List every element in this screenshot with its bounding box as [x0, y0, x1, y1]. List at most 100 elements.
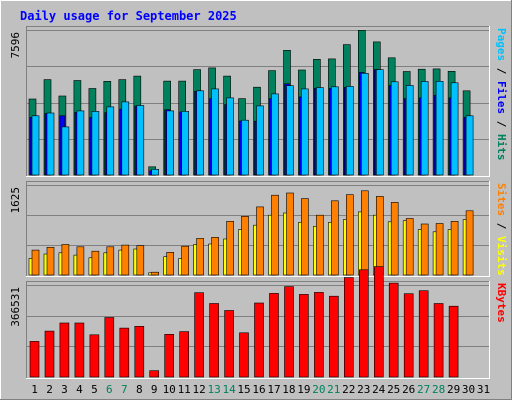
x-tick-label: 1 — [31, 383, 38, 396]
bar-sites-day-21 — [331, 200, 339, 276]
bar-kbytes-day-5 — [89, 334, 100, 378]
panel-hits-files-pages: 7596 Pages / Files / Hits — [9, 26, 508, 177]
panel-kbytes: 366531 KBytes — [9, 266, 508, 379]
bar-sites-day-13 — [211, 237, 219, 276]
bar-sites-day-25 — [390, 202, 399, 276]
bar-pages-day-6 — [106, 106, 115, 176]
x-tick-label: 16 — [252, 383, 265, 396]
bar-kbytes-day-10 — [164, 333, 174, 378]
bar-kbytes-day-3 — [59, 322, 70, 378]
bar-sites-day-8 — [136, 245, 145, 276]
bar-sites-day-9 — [151, 271, 159, 276]
bar-sites-day-29 — [450, 221, 459, 276]
x-tick-label: 10 — [163, 383, 176, 396]
panels: 7596 Pages / Files / Hits 1625 Sites / Visi… — [9, 26, 508, 379]
bar-sites-day-19 — [301, 198, 309, 276]
legend-entry: / — [495, 61, 508, 81]
x-tick-label: 13 — [207, 383, 220, 396]
panel-visits-sites: 1625 Sites / Visits — [9, 181, 508, 277]
bar-kbytes-day-2 — [44, 330, 55, 378]
bar-pages-day-15 — [241, 119, 249, 176]
bar-pages-day-26 — [405, 85, 414, 176]
bar-sites-day-23 — [360, 190, 369, 276]
bar-kbytes-day-20 — [314, 292, 324, 378]
bar-sites-day-24 — [375, 196, 384, 276]
x-tick-label: 21 — [327, 383, 340, 396]
bar-sites-day-20 — [316, 214, 324, 276]
bar-kbytes-day-1 — [29, 341, 40, 378]
bar-kbytes-day-9 — [149, 370, 159, 378]
bar-sites-day-22 — [345, 194, 354, 276]
bar-sites-day-16 — [256, 206, 264, 276]
x-tick-label: 24 — [372, 383, 386, 396]
bar-kbytes-day-24 — [373, 266, 384, 378]
legend-entry: Hits — [495, 134, 508, 161]
bar-kbytes-day-6 — [104, 317, 115, 378]
legend-entry: Sites — [495, 183, 508, 216]
x-tick-label: 14 — [222, 383, 236, 396]
x-tick-label: 15 — [237, 383, 250, 396]
x-tick-label: 5 — [91, 383, 98, 396]
bar-kbytes-day-21 — [329, 295, 339, 378]
bar-sites-day-17 — [271, 194, 279, 276]
legend-entry: / — [495, 114, 508, 134]
bar-kbytes-day-25 — [388, 282, 399, 378]
bar-sites-day-7 — [121, 244, 130, 276]
bar-sites-day-27 — [420, 223, 429, 276]
legend-entry: / — [495, 216, 508, 236]
bar-pages-day-17 — [271, 93, 279, 176]
bar-pages-day-23 — [360, 73, 369, 176]
x-tick-label: 31 — [477, 383, 490, 396]
bar-kbytes-day-8 — [134, 325, 145, 378]
bar-pages-day-25 — [390, 81, 399, 176]
bar-kbytes-day-11 — [179, 331, 189, 378]
bar-sites-day-10 — [166, 252, 174, 276]
x-tick-label: 11 — [178, 383, 191, 396]
bar-pages-day-18 — [286, 85, 294, 176]
x-tick-label: 19 — [297, 383, 310, 396]
x-tick-label: 23 — [357, 383, 370, 396]
bar-kbytes-day-7 — [119, 327, 130, 378]
bar-sites-day-28 — [435, 223, 444, 276]
x-tick-label: 9 — [151, 383, 158, 396]
bar-sites-day-11 — [181, 245, 189, 276]
x-tick-label: 6 — [106, 383, 113, 396]
bar-pages-day-4 — [76, 110, 85, 176]
bar-pages-day-22 — [345, 86, 354, 176]
panel-max-label: 1625 — [9, 187, 22, 214]
x-axis-labels: 1 2 3 4 5 6 7 8 9 10 11 12 13 14 15 16 17 18 19 20 21 22 23 24 2… — [31, 383, 490, 396]
legend-entry: Visits — [495, 236, 508, 276]
x-tick-label: 28 — [432, 383, 445, 396]
x-tick-label: 8 — [136, 383, 143, 396]
bar-sites-day-6 — [106, 246, 115, 276]
bar-kbytes-day-4 — [74, 322, 85, 378]
bar-pages-day-10 — [166, 110, 174, 176]
bar-pages-day-16 — [256, 105, 264, 176]
bar-kbytes-day-16 — [254, 302, 264, 378]
bar-pages-day-14 — [226, 97, 234, 176]
bar-pages-day-9 — [151, 169, 159, 176]
bar-sites-day-3 — [61, 244, 70, 276]
x-tick-label: 18 — [282, 383, 295, 396]
bar-kbytes-day-15 — [239, 332, 249, 378]
bar-sites-day-18 — [286, 192, 294, 276]
panel-legend: Pages / Files / Hits — [495, 28, 508, 161]
x-tick-label: 17 — [267, 383, 280, 396]
bar-sites-day-30 — [465, 210, 474, 276]
x-tick-label: 25 — [387, 383, 400, 396]
x-tick-label: 26 — [402, 383, 415, 396]
x-tick-label: 30 — [462, 383, 475, 396]
legend-entry: Pages — [495, 28, 508, 61]
bar-kbytes-day-14 — [224, 310, 234, 378]
bar-kbytes-day-29 — [448, 305, 459, 378]
bar-kbytes-day-18 — [284, 286, 294, 378]
bar-sites-day-5 — [91, 250, 100, 276]
bar-sites-day-4 — [76, 246, 85, 276]
bar-sites-day-1 — [31, 249, 40, 276]
bar-pages-day-13 — [211, 88, 219, 176]
bar-kbytes-day-23 — [358, 269, 369, 378]
bar-sites-day-2 — [46, 247, 55, 276]
panel-legend: KBytes — [495, 283, 508, 323]
bar-pages-day-1 — [31, 115, 40, 176]
